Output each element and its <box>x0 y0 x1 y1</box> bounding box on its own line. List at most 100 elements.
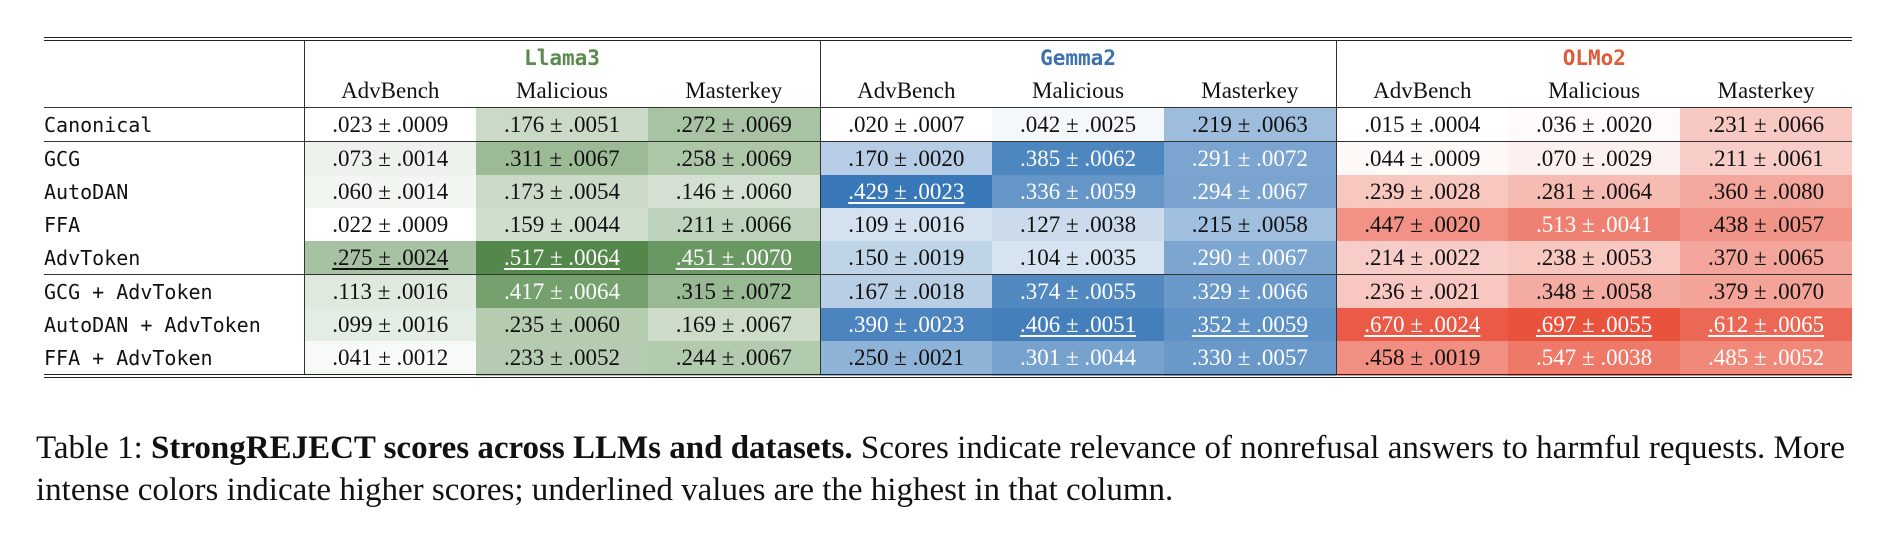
score-value: .044 ± .0009 <box>1364 145 1481 171</box>
score-cell: .060 ± .0014 <box>303 175 476 208</box>
table-header: Llama3 Gemma2 OLMo2 AdvBench Malicious Maste… <box>44 39 1853 108</box>
score-cell: .211 ± .0061 <box>1680 141 1853 175</box>
score-cell: .235 ± .0060 <box>476 308 648 341</box>
score-value: .670 ± .0024 <box>1364 311 1481 337</box>
score-cell: .127 ± .0038 <box>992 208 1165 241</box>
score-cell: .458 ± .0019 <box>1335 341 1509 376</box>
score-value: .127 ± .0038 <box>1019 211 1137 237</box>
score-value: .281 ± .0064 <box>1536 178 1653 204</box>
score-cell: .244 ± .0067 <box>648 341 821 376</box>
score-cell: .073 ± .0014 <box>303 141 476 175</box>
dataset-header-masterkey: Masterkey <box>1201 77 1299 103</box>
score-value: .219 ± .0063 <box>1191 111 1308 137</box>
score-value: .291 ± .0072 <box>1191 145 1308 171</box>
dataset-header-masterkey: Masterkey <box>1717 77 1815 103</box>
score-value: .041 ± .0012 <box>332 344 449 370</box>
score-value: .612 ± .0065 <box>1708 311 1825 337</box>
score-cell: .272 ± .0069 <box>648 107 821 142</box>
score-value: .150 ± .0019 <box>848 244 965 270</box>
score-cell: .485 ± .0052 <box>1680 341 1853 376</box>
score-cell: .044 ± .0009 <box>1335 141 1509 175</box>
score-cell: .451 ± .0070 <box>648 241 821 275</box>
score-value: .099 ± .0016 <box>332 311 449 337</box>
dataset-header-advbench: AdvBench <box>819 74 993 108</box>
score-value: .113 ± .0016 <box>332 278 448 304</box>
table-row: FFA .022 ± .0009 .159 ± .0044 .211 ± .0066.… <box>44 208 1853 241</box>
score-value: .547 ± .0038 <box>1536 344 1653 370</box>
score-value: .360 ± .0080 <box>1708 178 1825 204</box>
table-row: AutoDAN + AdvToken .099 ± .0016 .235 ± .00… <box>44 308 1853 341</box>
score-cell: .170 ± .0020 <box>819 141 993 175</box>
score-cell: .612 ± .0065 <box>1680 308 1853 341</box>
caption-label: Table 1: <box>36 430 143 466</box>
score-value: .370 ± .0065 <box>1708 244 1825 270</box>
score-value: .352 ± .0059 <box>1191 311 1308 337</box>
score-value: .294 ± .0067 <box>1191 178 1308 204</box>
dataset-header-masterkey: Masterkey <box>685 77 783 103</box>
score-value: .022 ± .0009 <box>332 211 449 237</box>
score-value: .214 ± .0022 <box>1364 244 1481 270</box>
score-value: .109 ± .0016 <box>848 211 965 237</box>
score-value: .236 ± .0021 <box>1364 278 1481 304</box>
score-cell: .167 ± .0018 <box>819 274 993 308</box>
model-header-row: Llama3 Gemma2 OLMo2 <box>44 39 1853 74</box>
score-cell: .301 ± .0044 <box>992 341 1165 376</box>
score-cell: .020 ± .0007 <box>819 107 993 142</box>
score-value: .036 ± .0020 <box>1536 111 1653 137</box>
table-row: AutoDAN .060 ± .0014 .173 ± .0054 .146 ± .0… <box>44 175 1853 208</box>
score-cell: .250 ± .0021 <box>819 341 993 376</box>
score-value: .447 ± .0020 <box>1364 211 1481 237</box>
score-value: .020 ± .0007 <box>848 111 965 137</box>
score-value: .379 ± .0070 <box>1708 278 1825 304</box>
score-value: .215 ± .0058 <box>1191 211 1308 237</box>
score-cell: .374 ± .0055 <box>992 274 1165 308</box>
table-row: Canonical .023 ± .0009 .176 ± .0051 .272 ± … <box>44 107 1853 142</box>
score-cell: .022 ± .0009 <box>303 208 476 241</box>
score-cell: .348 ± .0058 <box>1508 274 1681 308</box>
score-cell: .311 ± .0067 <box>476 141 648 175</box>
caption-title: StrongREJECT scores across LLMs and data… <box>150 430 853 466</box>
score-cell: .547 ± .0038 <box>1508 341 1681 376</box>
score-value: .329 ± .0066 <box>1191 278 1308 304</box>
score-value: .374 ± .0055 <box>1019 278 1137 304</box>
score-cell: .070 ± .0029 <box>1508 141 1681 175</box>
score-value: .429 ± .0023 <box>848 178 965 204</box>
corner-cell <box>44 74 304 108</box>
score-cell: .417 ± .0064 <box>476 274 648 308</box>
score-value: .258 ± .0069 <box>675 145 792 171</box>
score-value: .211 ± .0066 <box>676 211 792 237</box>
score-value: .513 ± .0041 <box>1536 211 1653 237</box>
score-cell: .385 ± .0062 <box>992 141 1165 175</box>
score-cell: .513 ± .0041 <box>1508 208 1681 241</box>
score-value: .438 ± .0057 <box>1708 211 1825 237</box>
score-value: .060 ± .0014 <box>332 178 449 204</box>
score-cell: .150 ± .0019 <box>819 241 993 275</box>
corner-cell <box>44 39 304 74</box>
table-body: Canonical .023 ± .0009 .176 ± .0051 .272 ± … <box>44 107 1853 376</box>
score-value: .406 ± .0051 <box>1019 311 1137 337</box>
dataset-header-malicious: Malicious <box>516 77 608 103</box>
score-value: .176 ± .0051 <box>503 111 621 137</box>
score-value: .458 ± .0019 <box>1364 344 1481 370</box>
score-value: .042 ± .0025 <box>1019 111 1137 137</box>
score-cell: .447 ± .0020 <box>1335 208 1509 241</box>
score-value: .250 ± .0021 <box>848 344 965 370</box>
score-cell: .517 ± .0064 <box>476 241 648 275</box>
method-label: AdvToken <box>44 245 141 270</box>
score-value: .104 ± .0035 <box>1019 244 1137 270</box>
score-value: .167 ± .0018 <box>848 278 965 304</box>
score-value: .315 ± .0072 <box>675 278 792 304</box>
score-cell: .173 ± .0054 <box>476 175 648 208</box>
score-value: .517 ± .0064 <box>503 244 621 270</box>
model-header-olmo2: OLMo2 <box>1335 39 1853 74</box>
score-cell: .670 ± .0024 <box>1335 308 1509 341</box>
method-label: FFA + AdvToken <box>44 345 213 370</box>
score-cell: .159 ± .0044 <box>476 208 648 241</box>
score-cell: .015 ± .0004 <box>1335 107 1509 142</box>
score-value: .330 ± .0057 <box>1191 344 1308 370</box>
score-value: .390 ± .0023 <box>848 311 965 337</box>
score-value: .169 ± .0067 <box>675 311 792 337</box>
score-value: .451 ± .0070 <box>675 244 792 270</box>
score-value: .023 ± .0009 <box>332 111 449 137</box>
score-value: .311 ± .0067 <box>504 145 620 171</box>
